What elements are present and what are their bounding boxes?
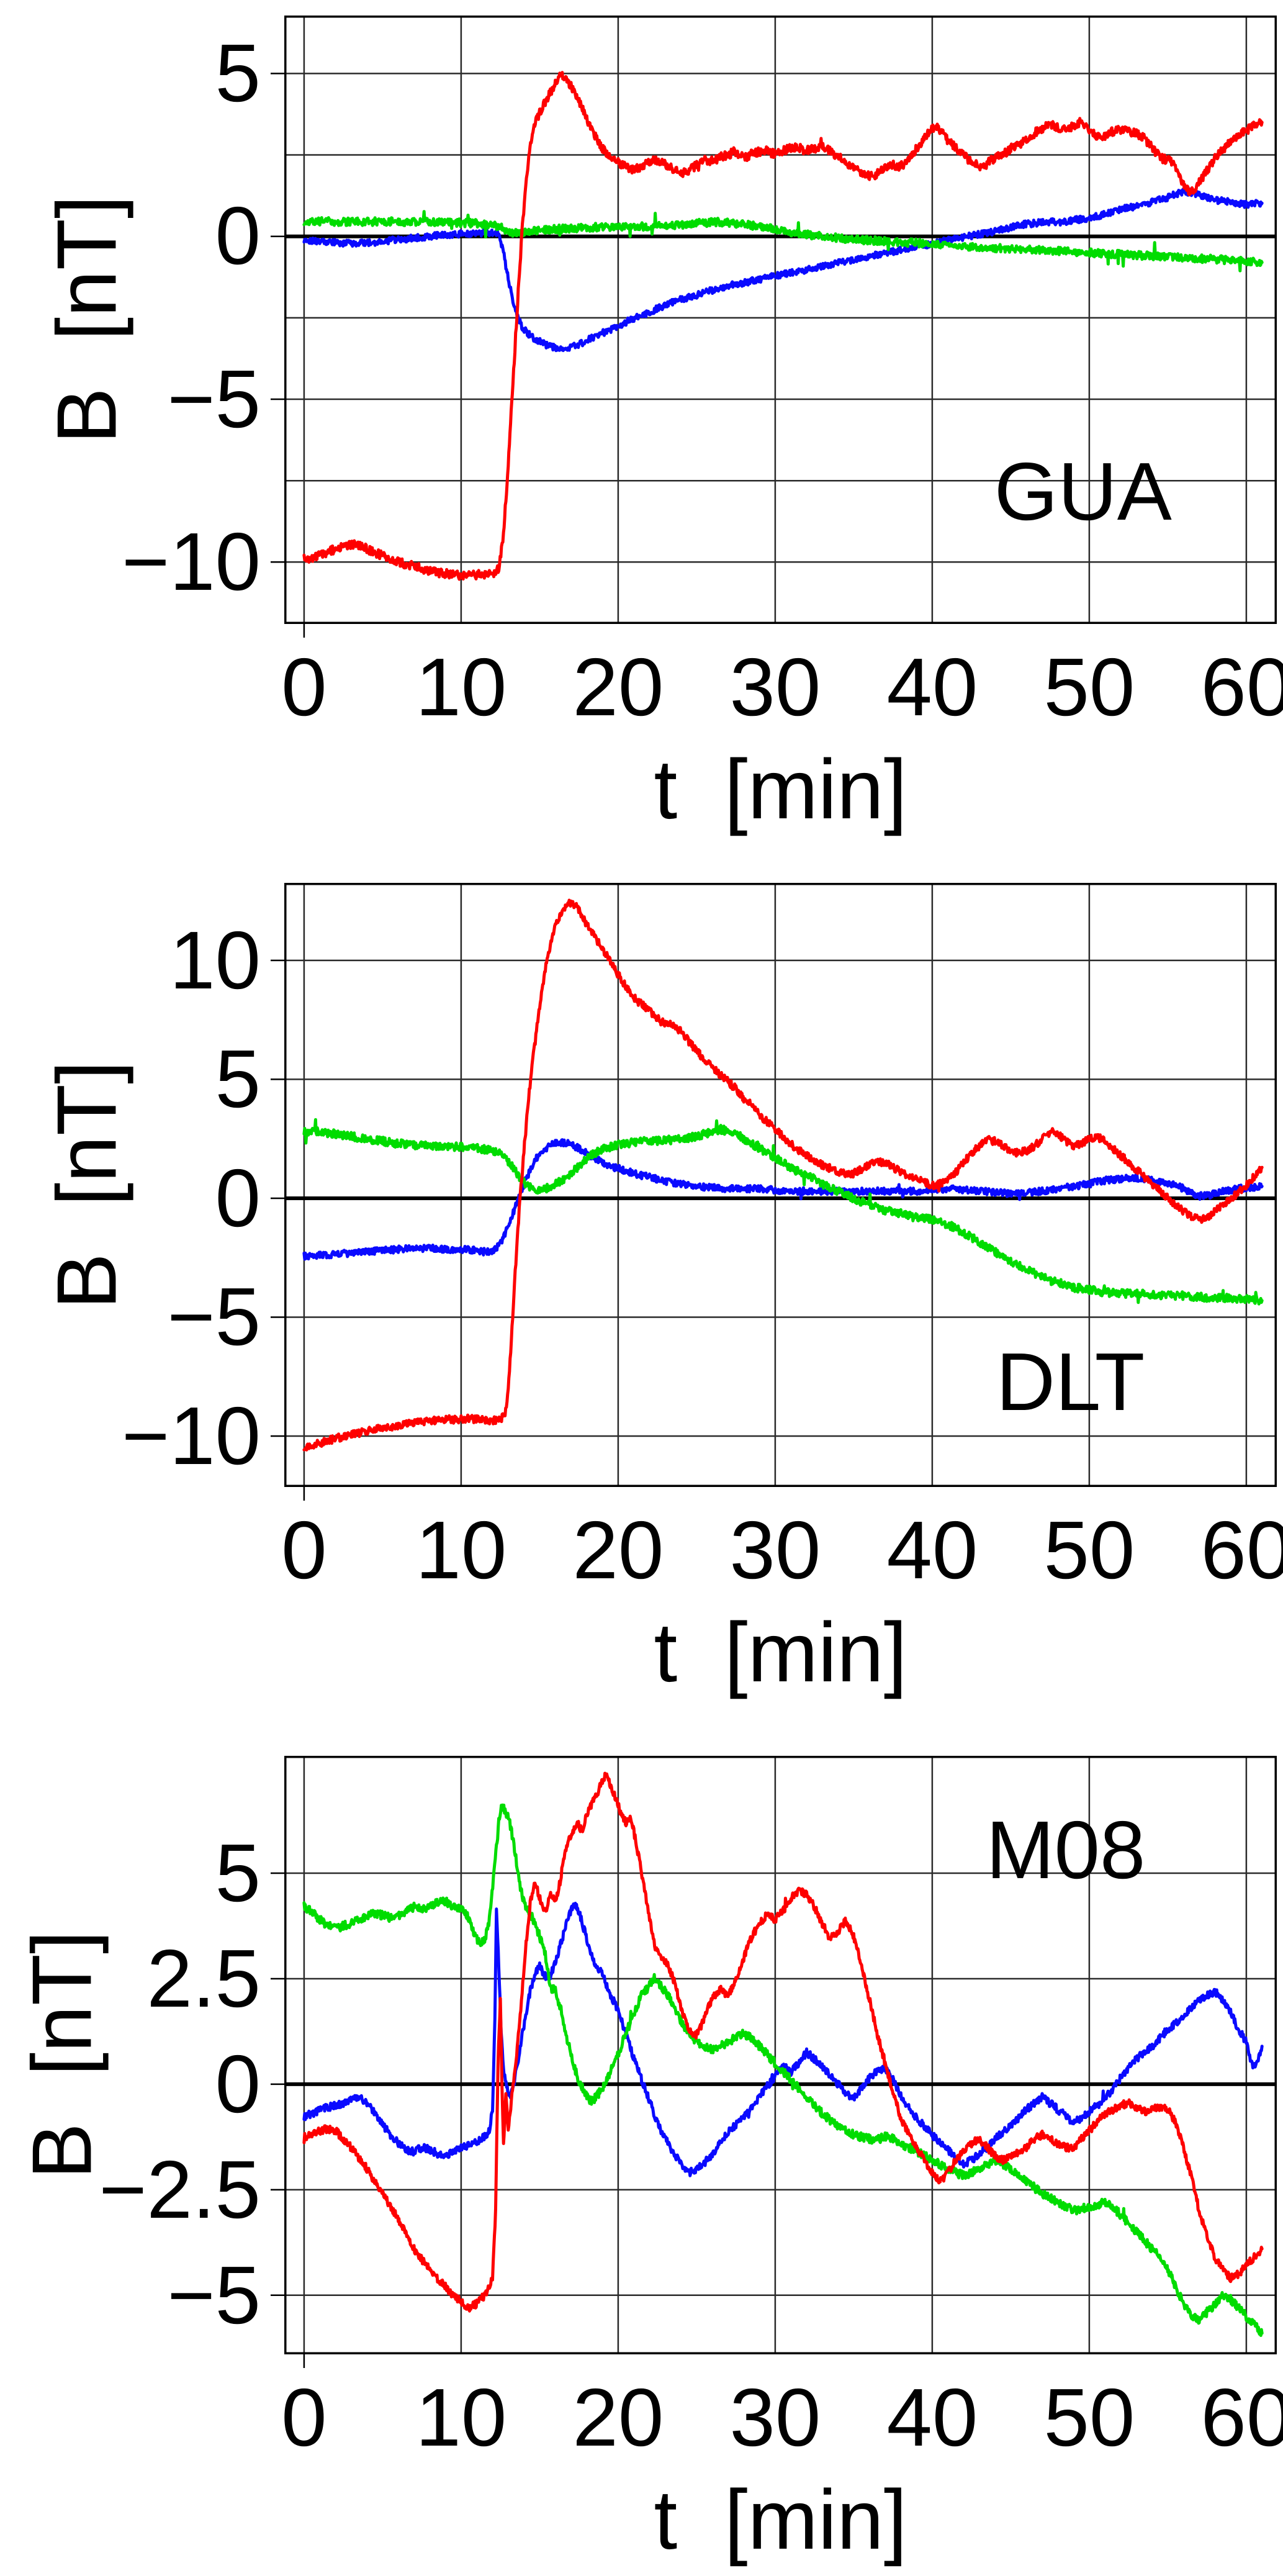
y-tick-label: −2.5 bbox=[99, 2143, 261, 2235]
x-tick-label: 60 bbox=[1200, 1504, 1283, 1596]
gua-red-trace bbox=[302, 71, 1264, 581]
y-tick-label: 2.5 bbox=[146, 1932, 261, 2024]
x-tick-label: 40 bbox=[886, 1504, 978, 1596]
y-axis-label: B [nT] bbox=[39, 1060, 134, 1309]
m08-blue-trace bbox=[302, 1902, 1264, 2177]
x-axis-label: t [min] bbox=[654, 2472, 907, 2567]
plot-frame bbox=[284, 16, 1277, 624]
x-tick-label: 50 bbox=[1043, 1504, 1135, 1596]
m08-red-trace bbox=[302, 1771, 1264, 2313]
x-axis-label: t [min] bbox=[654, 1605, 907, 1699]
y-tick-label: 10 bbox=[169, 914, 261, 1006]
x-tick-label: 0 bbox=[281, 2372, 327, 2463]
y-tick-label: 5 bbox=[215, 1033, 261, 1125]
y-axis-label: B [nT] bbox=[14, 1930, 109, 2180]
panel-m08-plot bbox=[271, 1756, 1277, 2368]
dlt-blue-trace bbox=[302, 1138, 1264, 1261]
y-tick-label: −10 bbox=[122, 1390, 261, 1481]
x-tick-label: 50 bbox=[1043, 2372, 1135, 2463]
dlt-red-trace bbox=[302, 898, 1264, 1452]
gua-green-trace bbox=[302, 210, 1264, 273]
station-label: GUA bbox=[994, 446, 1172, 538]
x-tick-label: 10 bbox=[415, 641, 507, 733]
station-label: M08 bbox=[986, 1804, 1146, 1896]
y-axis-label: B [nT] bbox=[39, 195, 134, 445]
x-tick-label: 30 bbox=[729, 641, 821, 733]
dlt-green-trace bbox=[302, 1118, 1264, 1306]
y-tick-label: −10 bbox=[122, 516, 261, 608]
x-tick-label: 10 bbox=[415, 1504, 507, 1596]
m08-green-trace bbox=[302, 1803, 1264, 2337]
x-tick-label: 60 bbox=[1200, 641, 1283, 733]
y-tick-label: −5 bbox=[167, 353, 261, 445]
y-tick-label: −5 bbox=[167, 2249, 261, 2341]
y-tick-label: 0 bbox=[215, 1152, 261, 1244]
panel-dlt-plot bbox=[271, 883, 1277, 1501]
x-tick-label: 20 bbox=[572, 2372, 664, 2463]
x-tick-label: 10 bbox=[415, 2372, 507, 2463]
x-tick-label: 0 bbox=[281, 641, 327, 733]
y-tick-label: 0 bbox=[215, 190, 261, 282]
x-tick-label: 20 bbox=[572, 641, 664, 733]
x-tick-label: 60 bbox=[1200, 2372, 1283, 2463]
plot-frame bbox=[284, 1756, 1277, 2354]
y-tick-label: 5 bbox=[215, 1827, 261, 1918]
station-label: DLT bbox=[996, 1335, 1145, 1427]
y-tick-label: 0 bbox=[215, 2038, 261, 2130]
x-axis-label: t [min] bbox=[654, 742, 907, 836]
y-tick-label: −5 bbox=[167, 1271, 261, 1363]
x-tick-label: 30 bbox=[729, 1504, 821, 1596]
x-tick-label: 40 bbox=[886, 641, 978, 733]
panel-gua-plot bbox=[271, 16, 1277, 638]
y-tick-label: 5 bbox=[215, 27, 261, 119]
x-tick-label: 40 bbox=[886, 2372, 978, 2463]
gua-blue-trace bbox=[302, 187, 1264, 353]
x-tick-label: 30 bbox=[729, 2372, 821, 2463]
x-tick-label: 50 bbox=[1043, 641, 1135, 733]
x-tick-label: 20 bbox=[572, 1504, 664, 1596]
x-tick-label: 0 bbox=[281, 1504, 327, 1596]
plot-frame bbox=[284, 883, 1277, 1487]
